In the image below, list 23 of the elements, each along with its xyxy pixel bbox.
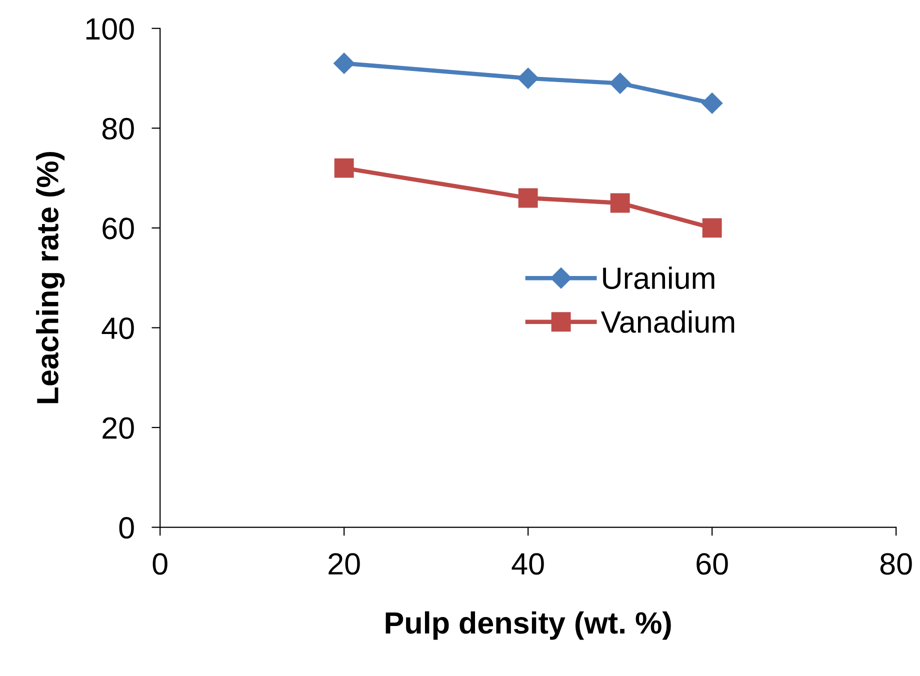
x-tick-label: 80 xyxy=(880,553,912,575)
point xyxy=(610,193,630,213)
legend-label: Uranium xyxy=(603,266,714,290)
y-tick-label: 100 xyxy=(86,18,134,40)
x-tick-label: 60 xyxy=(696,553,728,575)
x-axis-title: Pulp density (wt. %) xyxy=(386,611,671,640)
x-tick-label: 20 xyxy=(328,553,360,575)
y-tick-label: 40 xyxy=(102,317,134,340)
legend-label: Vanadium xyxy=(600,310,734,333)
y-tick-label: 0 xyxy=(119,517,134,539)
y-axis-title: Leaching rate (%) xyxy=(36,152,65,404)
x-tick-label: 40 xyxy=(512,553,544,575)
y-tick-label: 60 xyxy=(102,218,134,240)
point xyxy=(334,52,355,74)
point xyxy=(334,158,354,178)
x-tick-label: 0 xyxy=(152,553,168,575)
point xyxy=(702,92,723,114)
point xyxy=(610,72,631,94)
y-tick-label: 20 xyxy=(102,417,134,439)
point xyxy=(518,68,539,89)
y-tick-label: 80 xyxy=(102,118,134,140)
point xyxy=(518,188,538,208)
point xyxy=(702,218,722,238)
